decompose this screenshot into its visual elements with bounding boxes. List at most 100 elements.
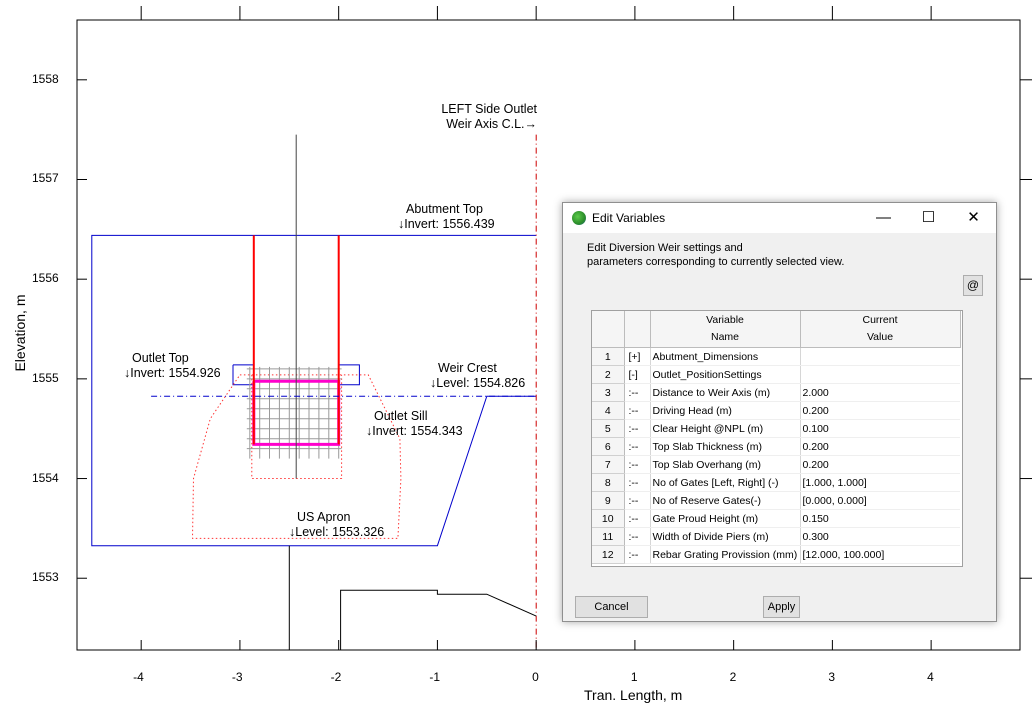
variable-value[interactable]: 0.300 <box>800 527 960 546</box>
dialog-title: Edit Variables <box>592 211 666 225</box>
annotation-line: ↓Invert: 1554.926 <box>124 366 221 380</box>
x-tick-label: 1 <box>630 670 638 684</box>
app-globe-icon <box>572 211 586 225</box>
variable-name[interactable]: Abutment_Dimensions <box>650 347 801 366</box>
plot-frame <box>76 19 1021 651</box>
row-number: 11 <box>592 527 625 546</box>
variable-value[interactable]: [1.000, 1.000] <box>800 473 960 492</box>
table-row[interactable]: 1 [+] Abutment_Dimensions <box>592 347 960 366</box>
tree-toggle[interactable]: [-] <box>624 365 651 384</box>
table-row[interactable]: 11:-- Width of Divide Piers (m) 0.300 <box>592 527 960 546</box>
variable-name[interactable]: Gate Proud Height (m) <box>650 509 801 528</box>
table-row[interactable]: 10:-- Gate Proud Height (m) 0.150 <box>592 509 960 528</box>
annotation-left-outlet: LEFT Side Outlet Weir Axis C.L.→ <box>396 102 537 132</box>
tree-toggle[interactable]: :-- <box>624 545 651 564</box>
variable-value[interactable]: 2.000 <box>800 383 960 402</box>
annotation-line: Abutment Top <box>406 202 483 216</box>
annotation-line: ↓Level: 1554.826 <box>430 376 526 390</box>
at-button[interactable]: @ <box>963 275 983 296</box>
tree-toggle[interactable]: :-- <box>624 473 651 492</box>
tree-toggle[interactable]: :-- <box>624 383 651 402</box>
minimize-button[interactable]: — <box>876 209 891 226</box>
annotation-line: Outlet Sill <box>374 409 428 423</box>
row-number: 8 <box>592 473 625 492</box>
tree-toggle[interactable]: :-- <box>624 401 651 420</box>
table-row[interactable]: 2 [-] Outlet_PositionSettings <box>592 365 960 384</box>
variable-value[interactable]: [0.000, 0.000] <box>800 491 960 510</box>
table-row[interactable]: 4:-- Driving Head (m) 0.200 <box>592 401 960 420</box>
variable-name[interactable]: No of Gates [Left, Right] (-) <box>650 473 801 492</box>
y-tick-label: 1555 <box>32 370 59 385</box>
annotation-line: Outlet Top <box>132 351 189 365</box>
column-header-name[interactable]: Variable Name <box>650 311 801 348</box>
variable-value[interactable]: 0.100 <box>800 419 960 438</box>
variable-name[interactable]: Top Slab Thickness (m) <box>650 437 801 456</box>
variable-value[interactable] <box>800 365 960 384</box>
close-button[interactable]: ✕ <box>967 209 980 226</box>
x-tick-label: -2 <box>330 670 342 684</box>
x-tick-label: 3 <box>828 670 836 684</box>
table-row[interactable]: 3:-- Distance to Weir Axis (m) 2.000 <box>592 383 960 402</box>
corner-header <box>592 311 625 348</box>
tree-toggle[interactable]: :-- <box>624 527 651 546</box>
tree-toggle[interactable]: :-- <box>624 419 651 438</box>
table-row[interactable]: 9:-- No of Reserve Gates(-) [0.000, 0.000] <box>592 491 960 510</box>
description-line: Edit Diversion Weir settings and <box>587 242 743 254</box>
annotation-line: ↓Invert: 1556.439 <box>398 217 495 231</box>
table-row[interactable]: 8:-- No of Gates [Left, Right] (-) [1.000,… <box>592 473 960 492</box>
table-row[interactable]: 7:-- Top Slab Overhang (m) 0.200 <box>592 455 960 474</box>
table-row[interactable]: 12:-- Rebar Grating Provission (mm) [12.00… <box>592 545 960 564</box>
maximize-button[interactable]: ☐ <box>921 209 936 226</box>
cancel-button[interactable]: Cancel <box>575 596 648 618</box>
tree-toggle[interactable]: :-- <box>624 509 651 528</box>
annotation-line: LEFT Side Outlet <box>441 102 537 116</box>
annotation-weir-crest: Weir Crest ↓Level: 1554.826 <box>430 361 540 391</box>
variables-grid[interactable]: Variable Name Current Value 1 [+] Abutment_D… <box>591 310 963 567</box>
row-number: 6 <box>592 437 625 456</box>
y-axis-label: Elevation, m <box>12 294 28 372</box>
row-number: 2 <box>592 365 625 384</box>
variable-name[interactable]: No of Reserve Gates(-) <box>650 491 801 510</box>
variable-value[interactable]: 0.200 <box>800 437 960 456</box>
variable-name[interactable]: Width of Divide Piers (m) <box>650 527 801 546</box>
annotation-line: Weir Axis C.L.→ <box>446 117 537 131</box>
x-tick-label: -3 <box>231 670 243 684</box>
variable-name[interactable]: Clear Height @NPL (m) <box>650 419 801 438</box>
x-tick-label: 4 <box>927 670 934 684</box>
tree-toggle[interactable]: :-- <box>624 455 651 474</box>
variable-name[interactable]: Rebar Grating Provission (mm) <box>650 545 801 564</box>
variable-value[interactable]: 0.200 <box>800 455 960 474</box>
tree-toggle[interactable]: :-- <box>624 491 651 510</box>
variable-name[interactable]: Top Slab Overhang (m) <box>650 455 801 474</box>
variable-name[interactable]: Distance to Weir Axis (m) <box>650 383 801 402</box>
row-number: 3 <box>592 383 625 402</box>
dialog-titlebar[interactable]: Edit Variables — ☐ ✕ <box>563 203 996 233</box>
dialog-description: Edit Diversion Weir settings and paramet… <box>587 241 844 269</box>
variable-name[interactable]: Outlet_PositionSettings <box>650 365 801 384</box>
annotation-line: Weir Crest <box>438 361 497 375</box>
tree-toggle[interactable]: [+] <box>624 347 651 366</box>
row-number: 7 <box>592 455 625 474</box>
y-tick-label: 1557 <box>32 171 59 186</box>
table-row[interactable]: 6:-- Top Slab Thickness (m) 0.200 <box>592 437 960 456</box>
top-slab-left <box>232 364 255 386</box>
variable-value[interactable] <box>800 347 960 366</box>
tree-toggle[interactable]: :-- <box>624 437 651 456</box>
x-tick-label: -4 <box>133 670 144 684</box>
row-number: 4 <box>592 401 625 420</box>
description-line: parameters corresponding to currently se… <box>587 256 845 268</box>
variable-value[interactable]: 0.150 <box>800 509 960 528</box>
annotation-abutment-top: Abutment Top ↓Invert: 1556.439 <box>398 202 508 232</box>
annotation-us-apron: US Apron ↓Level: 1553.326 <box>289 510 399 540</box>
apply-button[interactable]: Apply <box>763 596 800 618</box>
row-number: 10 <box>592 509 625 528</box>
annotation-outlet-sill: Outlet Sill ↓Invert: 1554.343 <box>366 409 476 439</box>
column-header-value[interactable]: Current Value <box>800 311 961 348</box>
table-row[interactable]: 5:-- Clear Height @NPL (m) 0.100 <box>592 419 960 438</box>
variable-value[interactable]: 0.200 <box>800 401 960 420</box>
annotation-line: ↓Level: 1553.326 <box>289 525 385 539</box>
y-tick-label: 1554 <box>32 470 59 485</box>
variable-value[interactable]: [12.000, 100.000] <box>800 545 960 564</box>
y-tick-label: 1553 <box>32 570 59 585</box>
variable-name[interactable]: Driving Head (m) <box>650 401 801 420</box>
